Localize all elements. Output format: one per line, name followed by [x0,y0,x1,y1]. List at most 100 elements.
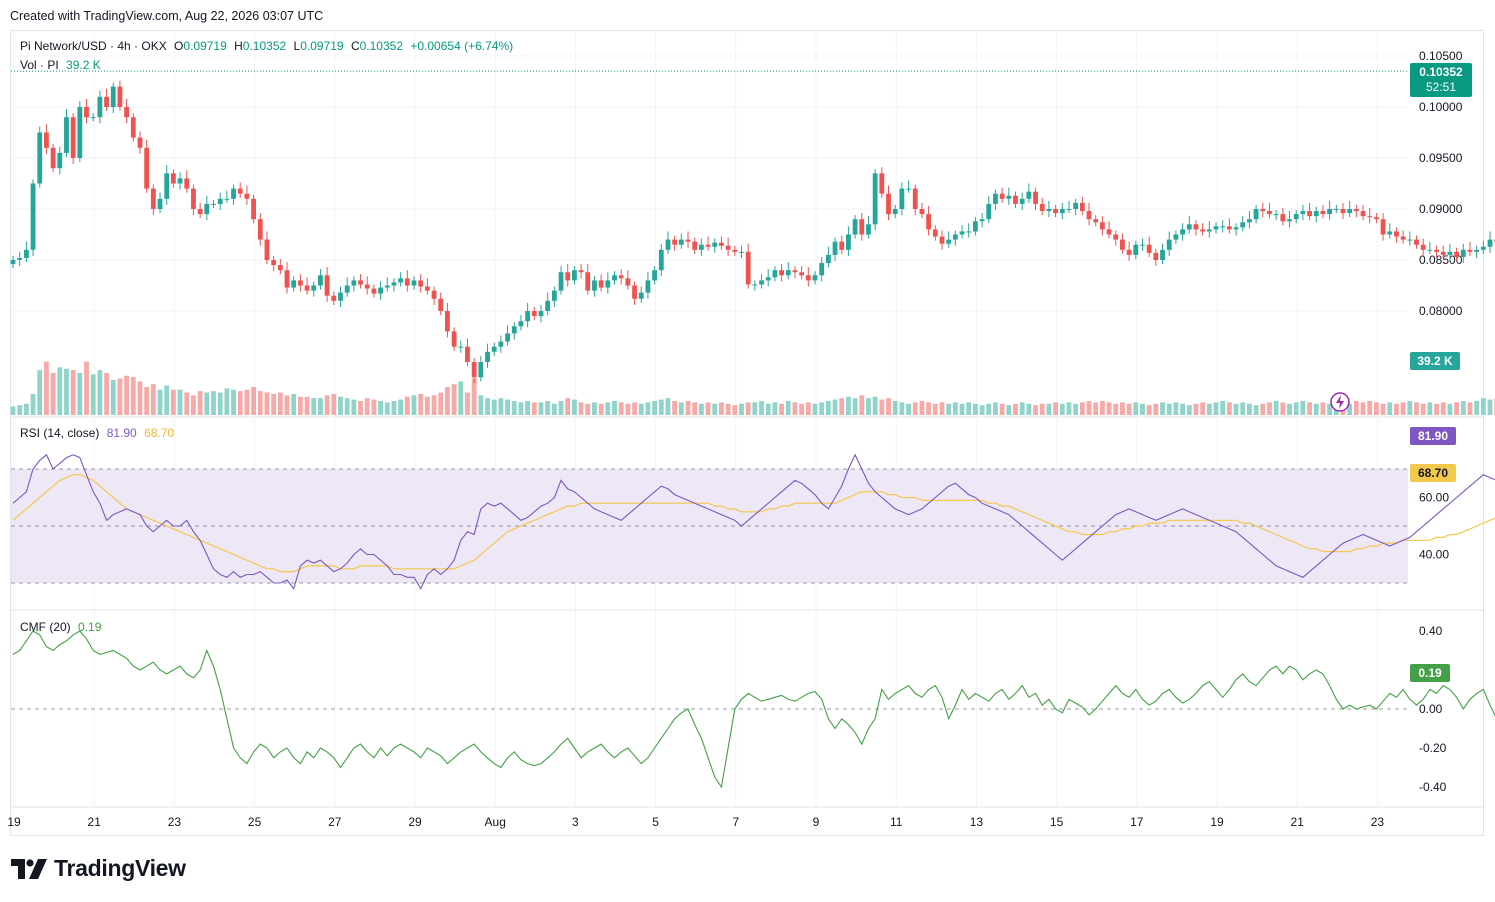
candle-body [144,147,150,189]
cmf-label[interactable]: CMF (20) [20,620,71,634]
candle-body [331,295,337,301]
candle-body [191,188,196,209]
rsi-tag: 81.90 [1410,427,1456,445]
candle-body [959,231,965,235]
volume-bar [117,378,123,415]
candle-body [712,242,718,247]
symbol-label[interactable]: Pi Network/USD · 4h · OKX [20,39,167,53]
candle-body [277,265,283,271]
volume-bar [819,402,825,415]
candle-body [919,209,925,215]
volume-bar [398,399,404,415]
candle-body [1320,211,1326,215]
volume-bar [1307,402,1312,415]
volume-bar [418,393,424,415]
candle-body [531,311,537,317]
volume-bar [424,396,430,415]
last-price-value: 0.10352 [1419,65,1463,79]
volume-bar [1186,405,1192,415]
volume-bar [892,400,898,415]
candle-body [1247,219,1252,223]
volume-bar [478,395,484,415]
candle-body [184,178,190,189]
volume-bar [1113,403,1119,415]
candle-body [271,260,277,266]
volume-bar [304,396,310,415]
volume-bar [1099,400,1105,415]
volume-bar [952,402,958,415]
rsi-label[interactable]: RSI (14, close) [20,426,100,440]
volume-label[interactable]: Vol · PI [20,58,59,72]
candle-body [872,173,878,225]
candle-body [1454,251,1460,257]
volume-bar [197,391,203,415]
candle-body [1253,209,1259,220]
candle-body [1186,224,1192,230]
volume-bar [1293,402,1299,415]
tradingview-brand[interactable]: TradingView [10,855,186,882]
volume-bar [785,400,791,415]
candle-body [879,173,885,194]
candle-body [1206,229,1212,232]
rsi-tick-label: 60.00 [1419,491,1449,505]
volume-bar [331,393,337,415]
volume-bar [1400,402,1406,415]
candle-body [17,257,23,260]
candle-body [10,260,16,265]
volume-bar [926,402,932,415]
candle-body [1480,246,1486,250]
candle-body [765,277,771,281]
volume-bar [852,398,858,415]
candle-body [197,209,203,215]
candle-body [571,270,577,281]
volume-bar [585,403,591,415]
candle-body [525,311,531,322]
volume-bar [1313,403,1319,415]
candle-body [1260,209,1266,212]
candle-body [64,117,69,153]
volume-bar [157,389,163,415]
x-tick-label: 25 [248,815,262,829]
candle-body [418,280,424,287]
volume-bar [498,398,504,415]
volume-bar [1447,403,1453,415]
volume-bar [1133,402,1139,415]
rsi-ma-line [12,474,1495,573]
volume-bar [618,402,624,415]
price-tick-label: 0.08000 [1419,304,1463,318]
volume-bar [919,400,925,415]
candle-body [1460,249,1466,257]
cmf-legend: CMF (20) 0.19 [20,620,105,634]
volume-bar [1059,403,1065,415]
volume-bar [739,403,744,415]
candle-body [1113,234,1119,240]
candle-body [1487,239,1493,247]
volume-bar [164,385,170,415]
volume-bar [144,386,150,415]
candle-body [1166,239,1172,250]
candle-body [1447,251,1453,255]
volume-bar [779,403,784,415]
price-tick-label: 0.09500 [1419,151,1463,165]
volume-bar [378,400,383,415]
volume-bar [598,403,604,415]
volume-bar [752,402,758,415]
candle-body [946,239,952,244]
volume-bar [77,372,83,415]
volume-bar [672,400,678,415]
candle-body [170,173,176,184]
volume-bar [1206,403,1212,415]
lightning-icon-glyph [1336,395,1344,409]
rsi-value: 81.90 [106,426,137,440]
candle-body [1173,234,1179,240]
volume-bar [571,399,577,415]
candle-body [471,362,477,378]
candle-body [424,286,430,291]
price-tick-label: 0.09000 [1419,202,1463,216]
volume-bar [632,402,637,415]
volume-bar [170,389,176,415]
candle-body [612,275,617,281]
candle-body [759,280,764,285]
volume-bar [972,403,978,415]
